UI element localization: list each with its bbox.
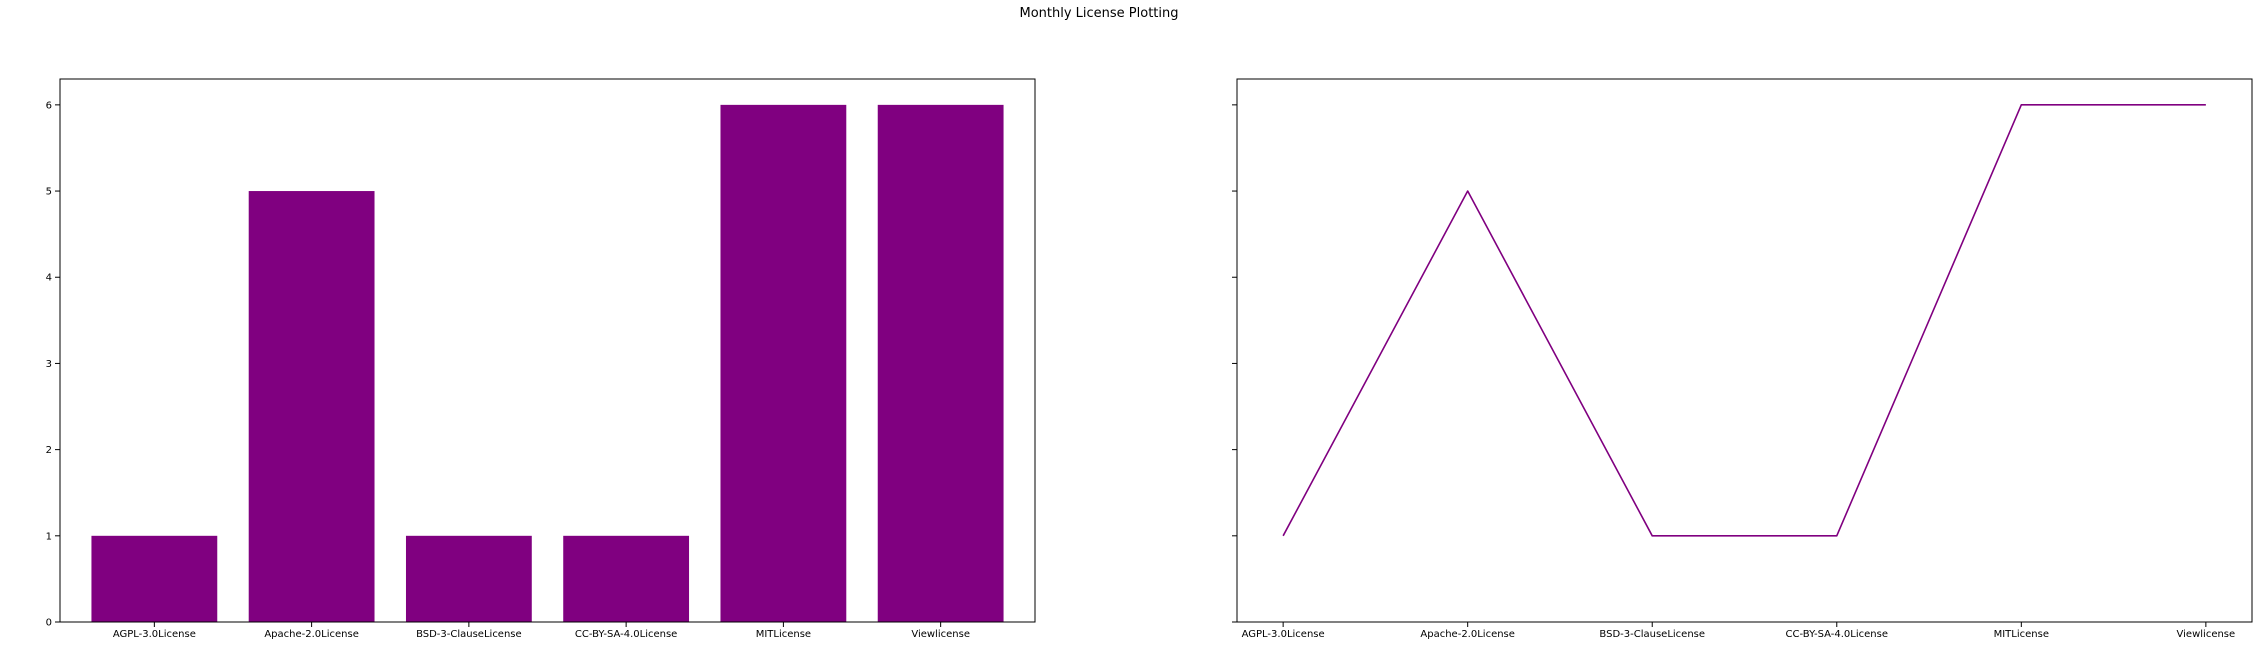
- y-tick-label: 0: [46, 618, 52, 629]
- x-tick-label: Apache-2.0License: [264, 629, 359, 640]
- x-tick-label: AGPL-3.0License: [1242, 629, 1325, 640]
- bar-agpl-3-0license: [91, 535, 218, 622]
- bar-viewlicense: [877, 104, 1004, 623]
- y-tick-label: 3: [46, 359, 52, 370]
- bar-cc-by-sa-4-0license: [563, 535, 690, 622]
- bar-mitlicense: [720, 104, 847, 623]
- series-line: [1282, 104, 2206, 537]
- bar-chart: 0 1 2 3 4 5 6 AGPL-3.0License Apache-2.0License B…: [46, 78, 1036, 640]
- y-tick-label: 5: [46, 187, 52, 198]
- x-tick-label: CC-BY-SA-4.0License: [1786, 629, 1888, 640]
- x-tick-label: MITLicense: [756, 629, 811, 640]
- bar-apache-2-0license: [248, 191, 375, 623]
- x-tick-label: CC-BY-SA-4.0License: [575, 629, 677, 640]
- x-tick-label: Apache-2.0License: [1420, 629, 1515, 640]
- x-tick-label: Viewlicense: [911, 629, 970, 640]
- axes-frame: [1236, 78, 2253, 623]
- x-tick-label: MITLicense: [1994, 629, 2049, 640]
- x-tick-label: AGPL-3.0License: [113, 629, 196, 640]
- y-tick-label: 6: [46, 100, 52, 111]
- x-tick-label: BSD-3-ClauseLicense: [1599, 629, 1705, 640]
- x-tick-label: Viewlicense: [2177, 629, 2236, 640]
- figure-title: Monthly License Plotting: [1019, 6, 1178, 21]
- y-tick-label: 4: [46, 273, 52, 284]
- bar-bsd-3-clauselicense: [405, 535, 532, 622]
- y-tick-label: 1: [46, 531, 52, 542]
- axes-frame: [59, 78, 1036, 623]
- line-chart: AGPL-3.0License Apache-2.0License BSD-3-Cl…: [1232, 78, 2253, 640]
- y-tick-label: 2: [46, 445, 52, 456]
- x-tick-label: BSD-3-ClauseLicense: [416, 629, 522, 640]
